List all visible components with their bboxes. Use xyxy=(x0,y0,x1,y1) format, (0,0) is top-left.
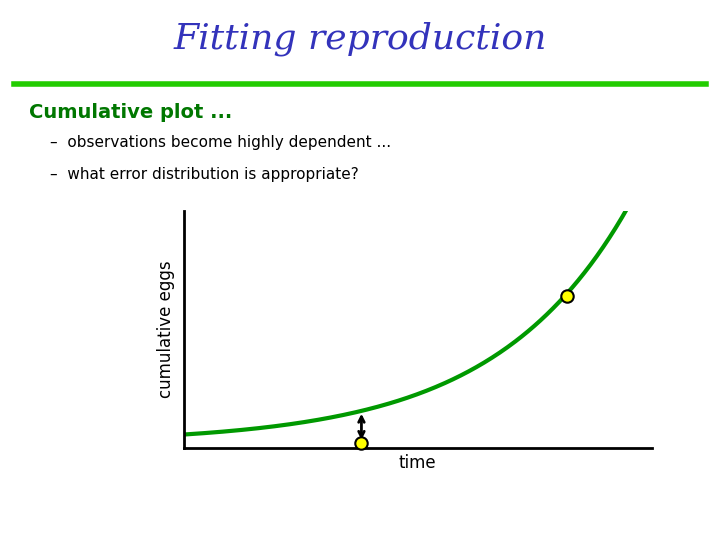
X-axis label: time: time xyxy=(399,454,436,472)
Text: Cumulative plot ...: Cumulative plot ... xyxy=(29,103,232,122)
Text: –  what error distribution is appropriate?: – what error distribution is appropriate… xyxy=(50,167,359,183)
Point xyxy=(562,292,573,300)
Point xyxy=(356,438,367,447)
Text: Fitting reproduction: Fitting reproduction xyxy=(174,22,546,56)
Y-axis label: cumulative eggs: cumulative eggs xyxy=(157,261,175,398)
Text: –  observations become highly dependent ...: – observations become highly dependent .… xyxy=(50,135,392,150)
